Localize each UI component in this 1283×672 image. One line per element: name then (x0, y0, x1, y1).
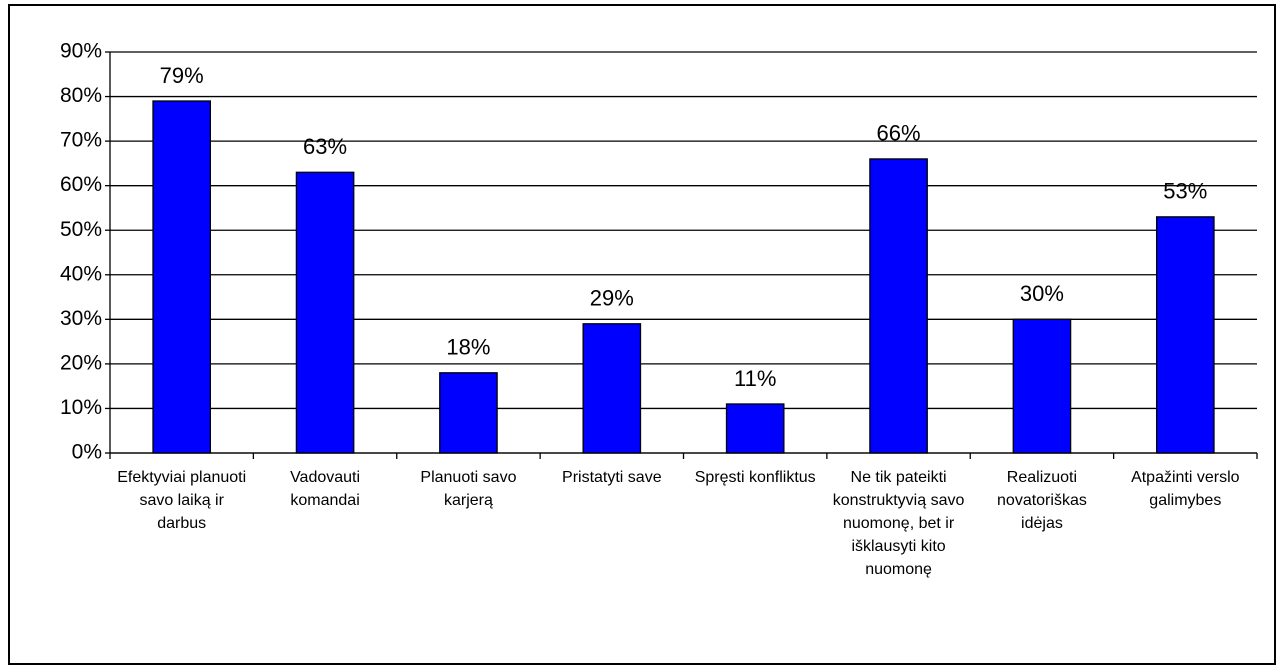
y-tick-label: 10% (60, 396, 102, 419)
bar (869, 158, 928, 454)
bar (1012, 318, 1072, 454)
x-tick-label: Efektyviai planuoti savo laiką ir darbus (117, 469, 247, 532)
y-tick-label: 70% (60, 129, 102, 152)
x-tick-label: Atpažinti verslo galimybes (1131, 469, 1240, 509)
x-tick-label: Realizuoti novatoriškas idėjas (997, 469, 1087, 532)
x-tick-label: Spręsti konfliktus (694, 469, 816, 486)
bar (152, 100, 212, 454)
bar (439, 372, 498, 454)
y-tick-label: 20% (60, 351, 102, 374)
value-label: 30% (1020, 281, 1064, 306)
x-tick-label: Pristatyti save (562, 469, 662, 486)
y-tick-label: 50% (60, 218, 102, 241)
value-label: 29% (590, 286, 634, 311)
x-tick-label: Planuoti savo karjerą (420, 469, 517, 509)
y-tick-label: 30% (60, 307, 102, 330)
y-tick-label: 60% (60, 173, 102, 196)
y-tick-label: 90% (60, 40, 102, 63)
y-tick-label: 40% (60, 262, 102, 285)
value-label: 11% (734, 366, 776, 391)
value-label: 53% (1163, 179, 1207, 204)
bar (295, 171, 355, 454)
x-tick-label: Vadovauti komandai (290, 469, 361, 509)
x-tick-label: Ne tik pateikti konstruktyvią savo nuomo… (832, 469, 965, 578)
bar (582, 323, 642, 454)
value-label: 18% (446, 335, 490, 360)
value-label: 79% (160, 63, 204, 88)
value-label: 63% (303, 134, 347, 159)
bar (1155, 216, 1215, 454)
y-tick-label: 80% (60, 84, 102, 107)
bar (725, 403, 785, 454)
value-label: 66% (877, 121, 921, 146)
y-tick-label: 0% (72, 441, 102, 464)
